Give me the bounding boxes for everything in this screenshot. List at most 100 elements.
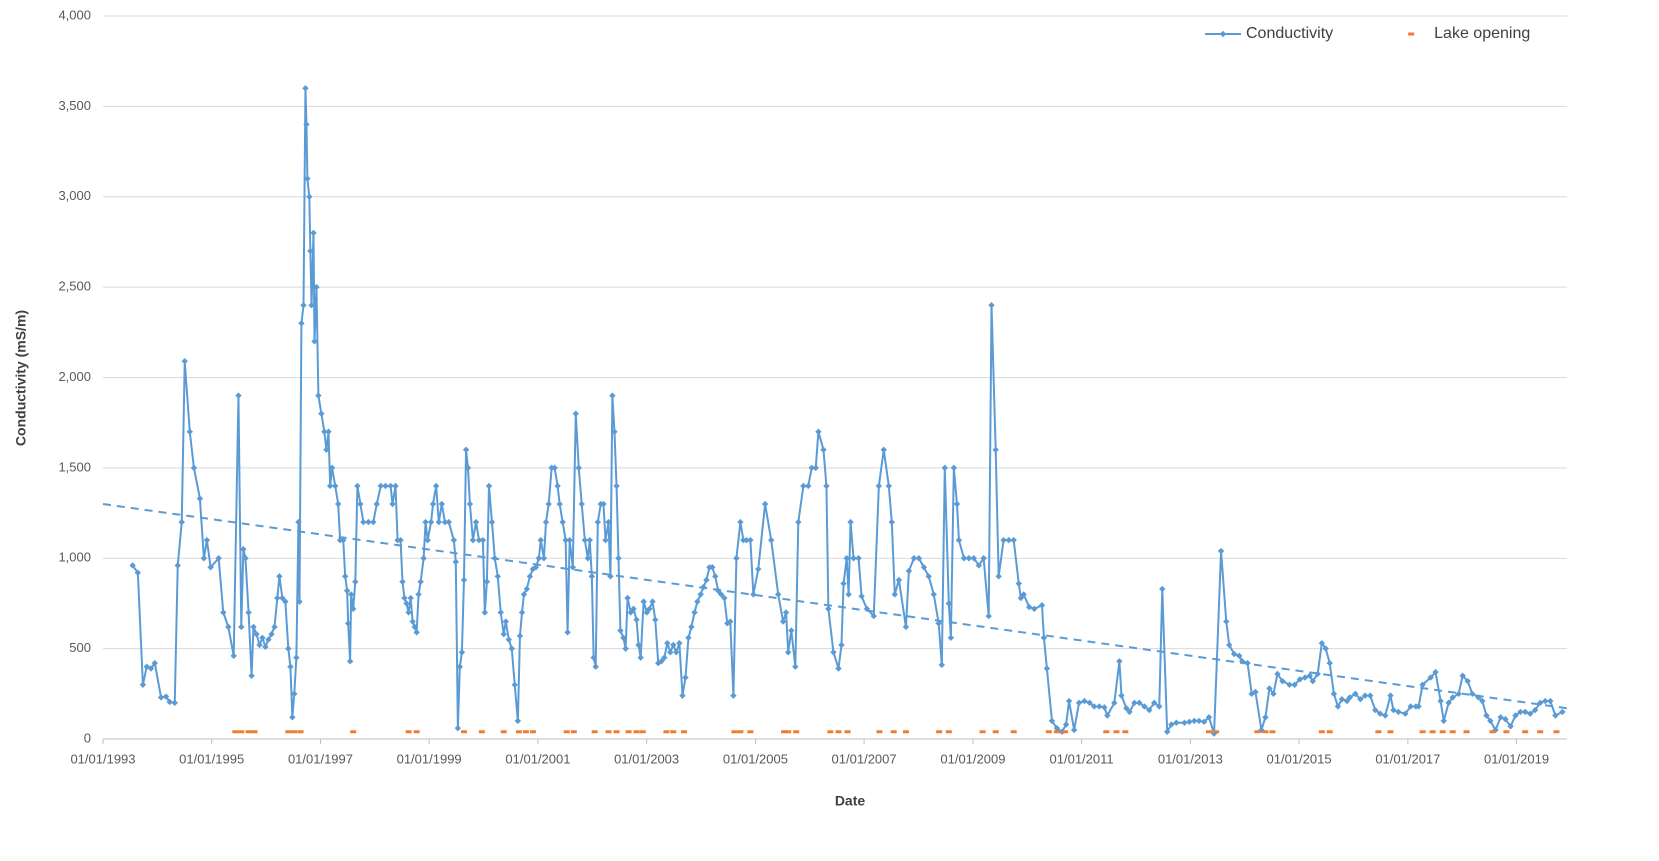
marker (1269, 730, 1276, 734)
marker (352, 578, 359, 585)
marker (285, 645, 292, 652)
marker (1186, 718, 1193, 726)
marker (1487, 717, 1494, 725)
marker (721, 594, 728, 602)
marker (1151, 699, 1158, 707)
marker (373, 500, 380, 508)
marker (625, 730, 632, 734)
marker (1118, 692, 1125, 699)
marker (658, 658, 665, 665)
marker (775, 591, 782, 598)
series (232, 730, 1560, 734)
x-tick-label: 01/01/2003 (614, 751, 679, 766)
marker (460, 576, 468, 584)
marker (308, 302, 315, 309)
marker (808, 464, 815, 472)
marker (1449, 694, 1456, 701)
marker (661, 654, 668, 661)
marker (870, 612, 877, 620)
marker (925, 573, 932, 580)
y-tick-label: 3,500 (58, 98, 91, 113)
marker (262, 643, 269, 651)
marker (815, 428, 822, 435)
marker (670, 641, 677, 649)
marker (1081, 697, 1088, 705)
marker (259, 634, 266, 641)
marker (1010, 536, 1017, 544)
marker (793, 730, 800, 734)
marker (1322, 645, 1329, 652)
marker (586, 536, 593, 544)
marker (637, 654, 644, 661)
marker (256, 641, 263, 649)
marker (663, 730, 670, 734)
marker (1070, 726, 1078, 734)
marker (405, 609, 412, 616)
marker (1122, 730, 1129, 734)
trendline (102, 503, 1568, 710)
marker (554, 482, 561, 490)
marker (464, 464, 472, 472)
marker (880, 446, 887, 453)
marker (151, 659, 159, 667)
marker (1318, 730, 1325, 734)
marker (511, 681, 518, 688)
marker (1031, 605, 1038, 613)
marker (950, 464, 958, 472)
marker (1463, 730, 1470, 734)
marker (129, 562, 136, 569)
marker (1181, 719, 1188, 726)
marker (613, 482, 620, 490)
marker (232, 730, 239, 734)
marker (475, 536, 483, 544)
marker (688, 623, 695, 631)
marker (328, 464, 336, 472)
marker (350, 605, 357, 613)
marker (936, 730, 943, 734)
marker (1357, 696, 1364, 703)
marker (139, 681, 147, 688)
marker (717, 591, 725, 598)
marker (1507, 723, 1514, 730)
marker (1291, 681, 1298, 688)
marker (134, 569, 142, 576)
marker (1053, 730, 1060, 734)
x-tick-label: 01/01/2019 (1484, 751, 1549, 766)
marker (1387, 692, 1394, 699)
marker (563, 730, 570, 734)
x-tick-label: 01/01/2011 (1050, 751, 1114, 766)
marker (947, 634, 955, 641)
marker (1318, 640, 1326, 647)
marker (248, 672, 255, 679)
marker (700, 583, 707, 591)
marker (1040, 634, 1048, 641)
marker (703, 576, 710, 584)
marker (452, 558, 459, 566)
marker (1262, 714, 1269, 721)
series (129, 85, 1566, 737)
marker (1437, 697, 1444, 705)
marker (497, 609, 504, 616)
marker (1254, 730, 1261, 734)
marker (1330, 690, 1338, 698)
marker (238, 623, 245, 631)
marker (515, 730, 522, 734)
marker (445, 518, 452, 526)
marker (890, 730, 897, 734)
marker (341, 573, 349, 580)
marker (1279, 677, 1286, 685)
marker (1200, 718, 1208, 726)
marker (245, 609, 252, 616)
marker (1168, 721, 1175, 728)
marker (1141, 703, 1148, 710)
marker (792, 663, 799, 670)
marker (920, 564, 928, 571)
marker (1062, 730, 1069, 734)
marker (230, 652, 237, 660)
marker (630, 605, 637, 613)
marker (420, 555, 427, 562)
marker (377, 482, 384, 490)
marker (584, 555, 592, 562)
marker (1427, 674, 1434, 681)
